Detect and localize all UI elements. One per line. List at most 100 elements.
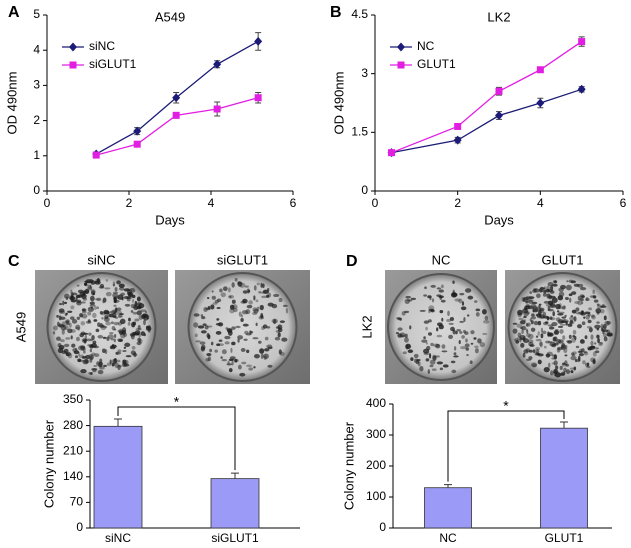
colony — [432, 354, 437, 360]
y-tick-label: 100 — [366, 489, 386, 503]
colony — [216, 318, 220, 321]
colony — [410, 297, 416, 300]
colony — [400, 334, 406, 338]
colony — [452, 280, 455, 284]
colony — [206, 297, 210, 300]
colony — [56, 314, 59, 318]
colony — [231, 360, 234, 366]
colony — [518, 317, 524, 321]
bar — [540, 427, 588, 529]
colony — [232, 304, 238, 310]
colony — [92, 368, 97, 373]
colony — [584, 335, 588, 340]
colony — [517, 309, 523, 316]
colony — [543, 321, 549, 326]
colony — [132, 321, 137, 326]
panel-label: B — [330, 4, 342, 21]
colony — [143, 319, 146, 326]
x-axis-label: Days — [484, 212, 514, 227]
colony — [413, 353, 419, 359]
colony — [571, 337, 577, 343]
colony — [70, 294, 74, 299]
colony — [606, 320, 611, 325]
colony — [137, 325, 141, 330]
significance-label: * — [503, 398, 509, 414]
colony — [81, 338, 88, 343]
colony — [64, 301, 67, 305]
colony — [399, 332, 406, 338]
colony — [91, 334, 95, 341]
colony — [137, 337, 142, 343]
colony — [461, 335, 465, 339]
colony — [82, 297, 87, 301]
bar — [93, 425, 143, 529]
colony — [216, 306, 221, 309]
colony — [104, 287, 111, 290]
colony — [110, 321, 114, 325]
colony — [564, 354, 568, 357]
colony — [113, 338, 116, 343]
colony — [448, 334, 453, 340]
colony — [227, 330, 233, 336]
marker — [536, 98, 545, 108]
colony — [586, 365, 591, 369]
colony — [603, 315, 607, 321]
y-tick-label: 0 — [76, 520, 83, 534]
colony — [103, 364, 107, 367]
series-line — [96, 97, 259, 156]
error-bar — [231, 472, 239, 479]
colony — [467, 295, 474, 300]
colony — [105, 321, 112, 326]
colony — [253, 354, 260, 359]
colony — [238, 311, 242, 317]
colony — [590, 357, 596, 363]
colony — [244, 285, 249, 288]
colony — [76, 299, 82, 304]
colony — [90, 354, 94, 360]
marker — [133, 140, 141, 148]
colony — [543, 366, 550, 373]
colony — [512, 328, 518, 334]
colony — [428, 309, 431, 314]
colony — [95, 328, 100, 333]
colony — [80, 293, 87, 299]
colony — [569, 297, 572, 303]
colony — [266, 326, 271, 329]
colony — [581, 301, 584, 305]
colony — [538, 288, 543, 293]
colony — [277, 327, 283, 333]
colony — [242, 290, 248, 294]
colony — [552, 311, 555, 317]
colony — [118, 283, 125, 289]
colony — [549, 295, 556, 299]
colony — [224, 335, 231, 340]
colony — [84, 288, 90, 294]
colony — [226, 327, 231, 331]
colony — [542, 311, 547, 317]
colony — [567, 323, 573, 327]
colony — [423, 294, 427, 297]
colony — [114, 298, 117, 304]
y-axis-label: Colony number — [341, 421, 356, 510]
colony — [460, 346, 467, 350]
colony — [582, 360, 586, 365]
colony — [240, 347, 246, 352]
colony — [536, 293, 541, 299]
colony — [569, 316, 575, 321]
colony — [193, 322, 199, 328]
colony — [481, 309, 487, 315]
colony — [90, 289, 96, 295]
y-tick-label: 2 — [33, 113, 40, 127]
colony — [117, 349, 122, 353]
marker — [172, 111, 180, 119]
colony — [116, 307, 122, 311]
colony — [241, 361, 247, 365]
colony — [111, 325, 116, 331]
colony — [456, 328, 461, 332]
colony — [103, 325, 108, 329]
colony — [75, 294, 81, 298]
colony — [207, 356, 212, 362]
colony — [484, 315, 489, 321]
colony — [124, 359, 129, 365]
colony — [539, 341, 543, 348]
